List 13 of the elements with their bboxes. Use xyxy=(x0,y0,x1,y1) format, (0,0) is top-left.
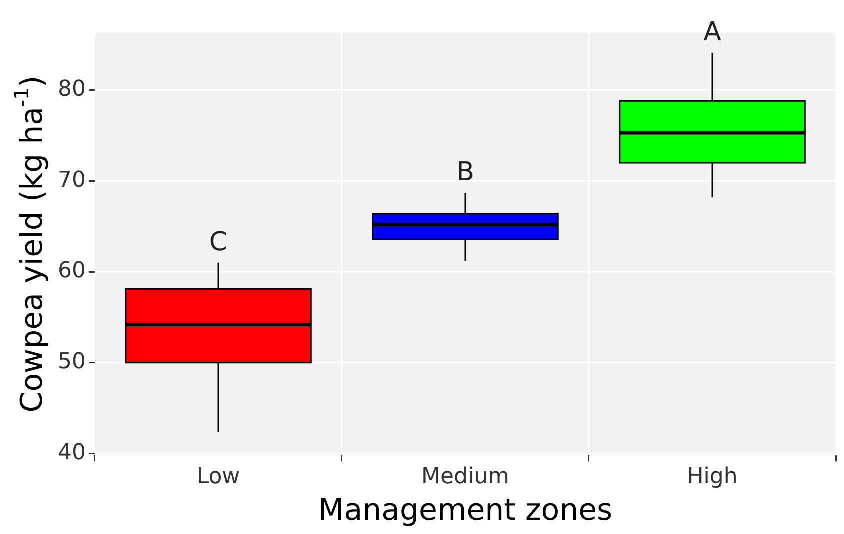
y-tick-label: 50 xyxy=(58,350,86,375)
x-tick-label: High xyxy=(687,464,738,490)
y-tick-label: 40 xyxy=(58,440,86,466)
x-tick-label: Low xyxy=(196,464,240,490)
annotation: A xyxy=(704,18,722,48)
y-tick-label: 60 xyxy=(58,258,86,284)
annotation: C xyxy=(209,228,228,258)
annotation: B xyxy=(456,158,474,188)
x-tick-label: Medium xyxy=(422,464,510,490)
x-axis-title: Management zones xyxy=(318,492,613,528)
y-axis-title: Cowpea yield (kg ha-1) xyxy=(10,76,50,413)
y-tick-label: 80 xyxy=(58,76,86,102)
y-tick-label: 70 xyxy=(58,168,86,193)
